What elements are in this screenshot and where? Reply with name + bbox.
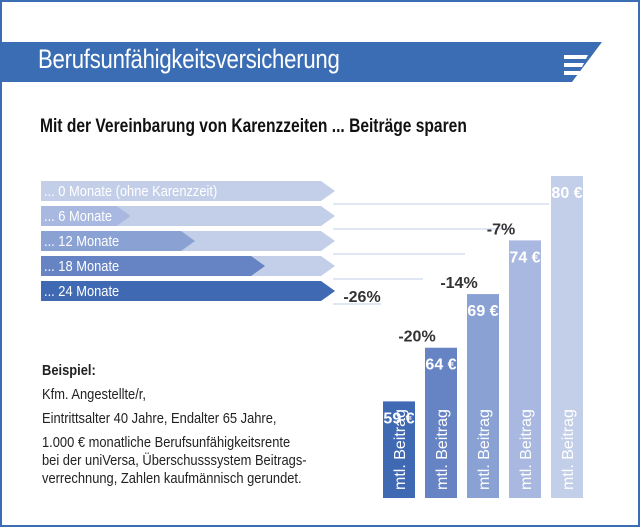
bar	[467, 294, 499, 498]
bar-value-label: 74 €	[509, 249, 540, 266]
savings-label: -7%	[487, 221, 515, 238]
example-line: Eintrittsalter 40 Jahre, Endalter 65 Jah…	[42, 410, 277, 427]
example-heading: Beispiel:	[42, 362, 96, 379]
bar	[551, 176, 583, 498]
bar	[383, 401, 415, 498]
arrow-fill	[41, 231, 195, 251]
example-line: bei der uniVersa, Überschusssystem Beitr…	[42, 452, 307, 469]
stylized-e-logo-icon	[564, 55, 588, 75]
page-title: Berufsunfähigkeitsversicherung	[38, 44, 340, 74]
arrow-label: ... 18 Monate	[44, 257, 119, 274]
arrow-fill	[41, 206, 131, 226]
title-banner	[2, 42, 602, 82]
bar-value-label: 69 €	[467, 303, 498, 320]
savings-label: -14%	[440, 275, 477, 292]
bar-caption: mtl. Beitrag	[434, 409, 451, 490]
bar-value-label: 59 €	[383, 410, 414, 427]
arrow-label: ... 6 Monate	[44, 207, 112, 224]
arrow-label: ... 24 Monate	[44, 282, 119, 299]
savings-label: -20%	[398, 329, 435, 346]
bar-caption: mtl. Beitrag	[476, 409, 493, 490]
arrow-fill	[41, 256, 265, 276]
example-line: 1.000 € monatliche Berufsunfähigkeitsren…	[42, 434, 291, 451]
bar	[509, 240, 541, 498]
bar	[425, 347, 457, 498]
example-note: Beispiel: Kfm. Angestellte/r, Eintrittsa…	[42, 362, 307, 488]
bar-caption: mtl. Beitrag	[392, 409, 409, 490]
bar-value-label: 80 €	[551, 185, 582, 202]
savings-label: -26%	[343, 289, 380, 306]
arrow-label: ... 12 Monate	[44, 232, 119, 249]
example-line: verrechnung, Zahlen kaufmännisch gerunde…	[42, 470, 302, 487]
example-line: Kfm. Angestellte/r,	[42, 386, 146, 403]
arrow-background	[41, 181, 335, 201]
bar-value-label: 64 €	[425, 357, 456, 374]
arrow-fill	[41, 281, 335, 301]
bar-caption: mtl. Beitrag	[518, 409, 535, 490]
chart-subtitle: Mit der Vereinbarung von Karenzzeiten ..…	[40, 116, 467, 137]
arrow-label: ... 0 Monate (ohne Karenzzeit)	[44, 182, 217, 199]
bar-caption: mtl. Beitrag	[560, 409, 577, 490]
